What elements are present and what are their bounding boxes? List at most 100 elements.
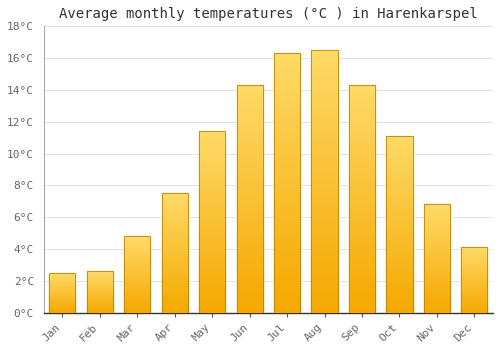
Bar bbox=[86, 301, 113, 302]
Bar bbox=[274, 193, 300, 198]
Bar bbox=[199, 237, 226, 240]
Bar bbox=[386, 193, 412, 196]
Bar bbox=[386, 189, 412, 192]
Bar bbox=[386, 281, 412, 285]
Bar bbox=[274, 162, 300, 167]
Bar bbox=[424, 308, 450, 310]
Bar bbox=[199, 269, 226, 273]
Bar bbox=[124, 236, 150, 313]
Bar bbox=[424, 248, 450, 250]
Bar bbox=[312, 244, 338, 250]
Bar bbox=[124, 236, 150, 238]
Bar bbox=[461, 273, 487, 275]
Bar bbox=[386, 182, 412, 186]
Bar bbox=[461, 280, 487, 281]
Bar bbox=[312, 118, 338, 124]
Bar bbox=[162, 215, 188, 217]
Bar bbox=[86, 275, 113, 276]
Bar bbox=[274, 173, 300, 178]
Bar bbox=[162, 289, 188, 291]
Bar bbox=[124, 252, 150, 253]
Bar bbox=[461, 281, 487, 283]
Bar bbox=[424, 287, 450, 289]
Bar bbox=[386, 295, 412, 299]
Bar bbox=[424, 235, 450, 237]
Bar bbox=[312, 302, 338, 307]
Bar bbox=[236, 140, 262, 144]
Bar bbox=[124, 298, 150, 299]
Bar bbox=[312, 139, 338, 145]
Bar bbox=[162, 244, 188, 246]
Bar bbox=[236, 181, 262, 185]
Bar bbox=[86, 311, 113, 312]
Bar bbox=[461, 288, 487, 289]
Bar bbox=[274, 219, 300, 224]
Bar bbox=[162, 212, 188, 215]
Bar bbox=[199, 142, 226, 146]
Bar bbox=[386, 207, 412, 210]
Bar bbox=[50, 303, 76, 304]
Bar bbox=[124, 288, 150, 290]
Bar bbox=[199, 222, 226, 226]
Bar bbox=[124, 254, 150, 256]
Bar bbox=[274, 141, 300, 147]
Bar bbox=[162, 234, 188, 236]
Bar bbox=[274, 116, 300, 121]
Bar bbox=[50, 274, 76, 275]
Bar bbox=[199, 197, 226, 200]
Bar bbox=[236, 203, 262, 208]
Bar bbox=[124, 273, 150, 274]
Bar bbox=[124, 253, 150, 254]
Bar bbox=[50, 291, 76, 292]
Bar bbox=[274, 84, 300, 90]
Bar bbox=[312, 265, 338, 271]
Bar bbox=[199, 189, 226, 193]
Bar bbox=[124, 308, 150, 310]
Bar bbox=[86, 280, 113, 281]
Bar bbox=[386, 253, 412, 256]
Bar bbox=[424, 204, 450, 313]
Bar bbox=[162, 253, 188, 255]
Bar bbox=[349, 212, 375, 217]
Bar bbox=[50, 278, 76, 279]
Bar bbox=[312, 276, 338, 281]
Bar bbox=[124, 282, 150, 284]
Bar bbox=[274, 95, 300, 100]
Bar bbox=[124, 281, 150, 282]
Bar bbox=[162, 193, 188, 313]
Bar bbox=[124, 268, 150, 270]
Bar bbox=[386, 221, 412, 224]
Bar bbox=[461, 302, 487, 303]
Bar bbox=[124, 245, 150, 247]
Bar bbox=[424, 267, 450, 270]
Bar bbox=[162, 251, 188, 253]
Bar bbox=[236, 167, 262, 172]
Bar bbox=[86, 299, 113, 300]
Bar bbox=[349, 176, 375, 181]
Bar bbox=[274, 131, 300, 136]
Bar bbox=[50, 289, 76, 290]
Bar bbox=[86, 310, 113, 311]
Bar bbox=[274, 53, 300, 313]
Bar bbox=[86, 276, 113, 277]
Bar bbox=[50, 273, 76, 313]
Bar bbox=[199, 208, 226, 211]
Bar bbox=[424, 293, 450, 295]
Bar bbox=[349, 226, 375, 231]
Bar bbox=[312, 66, 338, 71]
Bar bbox=[236, 308, 262, 313]
Bar bbox=[50, 287, 76, 288]
Bar bbox=[312, 50, 338, 313]
Bar bbox=[312, 229, 338, 234]
Bar bbox=[349, 99, 375, 103]
Bar bbox=[349, 249, 375, 253]
Bar bbox=[349, 244, 375, 249]
Bar bbox=[199, 294, 226, 298]
Bar bbox=[312, 292, 338, 297]
Bar bbox=[50, 296, 76, 297]
Bar bbox=[162, 258, 188, 260]
Bar bbox=[86, 283, 113, 284]
Bar bbox=[162, 262, 188, 265]
Bar bbox=[50, 277, 76, 278]
Bar bbox=[349, 240, 375, 244]
